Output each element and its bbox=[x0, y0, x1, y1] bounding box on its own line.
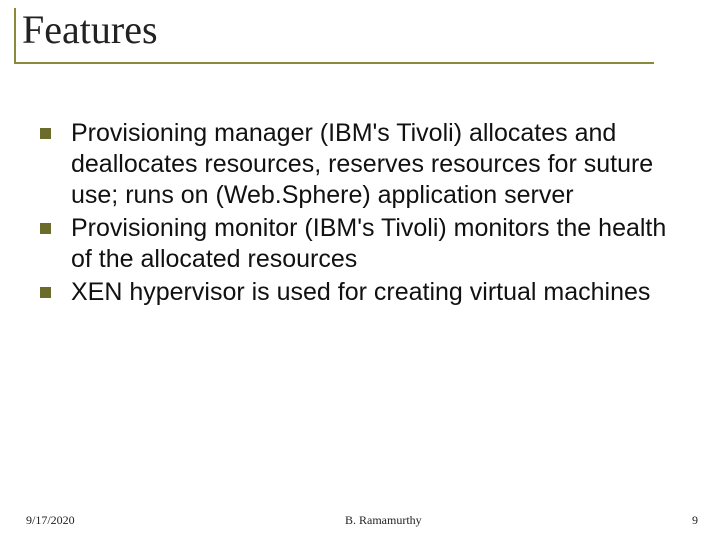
footer-page-number: 9 bbox=[692, 513, 698, 528]
bullet-text: XEN hypervisor is used for creating virt… bbox=[71, 277, 650, 308]
square-bullet-icon bbox=[40, 287, 51, 298]
slide-body: Provisioning manager (IBM's Tivoli) allo… bbox=[40, 118, 680, 310]
slide: Features Provisioning manager (IBM's Tiv… bbox=[0, 0, 720, 540]
list-item: Provisioning monitor (IBM's Tivoli) moni… bbox=[40, 213, 680, 275]
footer-author: B. Ramamurthy bbox=[345, 513, 422, 528]
title-container: Features bbox=[14, 8, 654, 64]
bullet-text: Provisioning manager (IBM's Tivoli) allo… bbox=[71, 118, 680, 211]
square-bullet-icon bbox=[40, 223, 51, 234]
list-item: XEN hypervisor is used for creating virt… bbox=[40, 277, 680, 308]
square-bullet-icon bbox=[40, 128, 51, 139]
footer-date: 9/17/2020 bbox=[26, 513, 75, 528]
list-item: Provisioning manager (IBM's Tivoli) allo… bbox=[40, 118, 680, 211]
slide-footer: 9/17/2020 B. Ramamurthy 9 bbox=[0, 513, 720, 528]
slide-title: Features bbox=[22, 8, 642, 52]
bullet-text: Provisioning monitor (IBM's Tivoli) moni… bbox=[71, 213, 680, 275]
